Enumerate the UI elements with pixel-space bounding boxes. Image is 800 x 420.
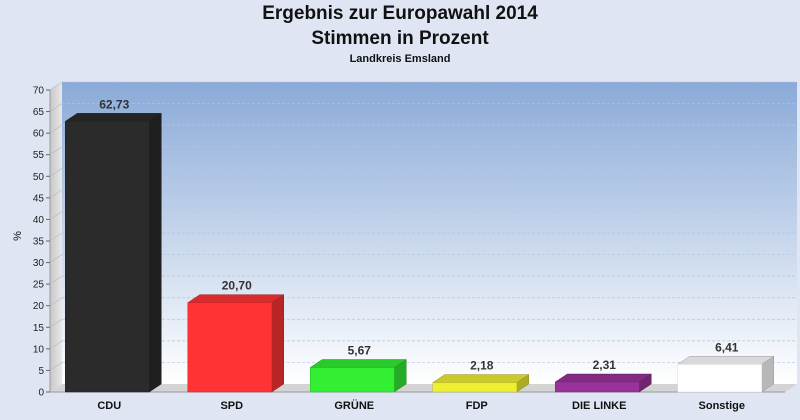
y-tick-label: 65 — [33, 107, 45, 118]
gridline-side — [49, 167, 63, 177]
gridlines — [49, 81, 797, 371]
category-label: GRÜNE — [334, 399, 374, 412]
bar-front — [677, 364, 762, 393]
bar-cdu — [64, 112, 163, 393]
gridline-side — [49, 81, 63, 91]
y-tick-label: 40 — [33, 215, 45, 226]
bar-sonstige — [676, 355, 775, 393]
gridline-side — [49, 340, 63, 350]
value-label: 20,70 — [222, 279, 252, 293]
category-label: Sonstige — [699, 400, 745, 412]
bar-top — [309, 359, 408, 368]
gridline-side — [49, 275, 63, 285]
category-label: SPD — [220, 400, 243, 412]
value-label: 2,31 — [593, 358, 617, 372]
bar-top — [431, 374, 530, 383]
value-labels: 62,73 20,70 5,67 2,18 2,31 6,41 — [99, 97, 739, 372]
value-label: 5,67 — [348, 344, 372, 358]
bar-die-linke — [554, 373, 653, 393]
category-label: FDP — [466, 400, 488, 412]
value-label: 62,73 — [99, 97, 129, 111]
y-tick-label: 25 — [33, 280, 45, 291]
bar-top — [64, 113, 163, 122]
category-label: CDU — [97, 400, 121, 412]
bar-front — [432, 382, 517, 393]
y-axis-ticks: 0 5 10 15 20 25 30 35 40 45 50 55 60 65 70 — [33, 86, 50, 399]
y-tick-label: 10 — [33, 344, 45, 355]
y-tick-label: 30 — [33, 258, 45, 269]
gridline-side — [49, 254, 63, 263]
bar-top — [186, 294, 285, 303]
y-tick-label: 50 — [33, 172, 45, 183]
bar-top — [676, 356, 775, 365]
gridline-side — [49, 232, 63, 242]
chart-title-line1: Ergebnis zur Europawahl 2014 — [262, 3, 538, 24]
y-tick-label: 45 — [33, 193, 45, 204]
bar-grüne — [309, 359, 408, 393]
bar-top — [554, 373, 653, 383]
category-label: DIE LINKE — [572, 400, 626, 412]
gridline-side — [49, 318, 63, 328]
bar-front — [187, 302, 272, 393]
bar-front — [555, 381, 640, 393]
gridline-side — [49, 103, 63, 112]
y-axis-label: % — [12, 231, 24, 241]
y-tick-label: 60 — [33, 129, 45, 140]
chart-subtitle: Landkreis Emsland — [349, 53, 451, 65]
gridline-side — [49, 211, 63, 220]
bar-side — [149, 112, 162, 393]
bars — [64, 112, 775, 393]
category-labels: CDU SPD GRÜNE FDP DIE LINKE Sonstige — [97, 399, 745, 412]
plot-background — [49, 82, 797, 393]
y-tick-label: 20 — [33, 301, 45, 312]
gridline-side — [49, 297, 63, 307]
chart-title-line2: Stimmen in Prozent — [311, 28, 489, 49]
bar-fdp — [431, 374, 530, 393]
gridline-side — [49, 189, 63, 199]
y-tick-label: 15 — [33, 323, 45, 334]
y-tick-label: 55 — [33, 150, 45, 161]
gridline-side — [49, 146, 63, 156]
gridline-side — [49, 362, 63, 371]
gridline-side — [49, 124, 63, 134]
bar-front — [65, 121, 150, 393]
value-label: 2,18 — [470, 359, 494, 373]
y-tick-label: 70 — [33, 86, 45, 97]
bar-front — [310, 367, 395, 393]
y-tick-label: 35 — [33, 237, 45, 248]
y-tick-label: 5 — [38, 366, 44, 377]
bar-spd — [186, 294, 285, 393]
bar-side — [271, 294, 284, 393]
y-tick-label: 0 — [38, 388, 44, 399]
value-label: 6,41 — [715, 340, 739, 354]
